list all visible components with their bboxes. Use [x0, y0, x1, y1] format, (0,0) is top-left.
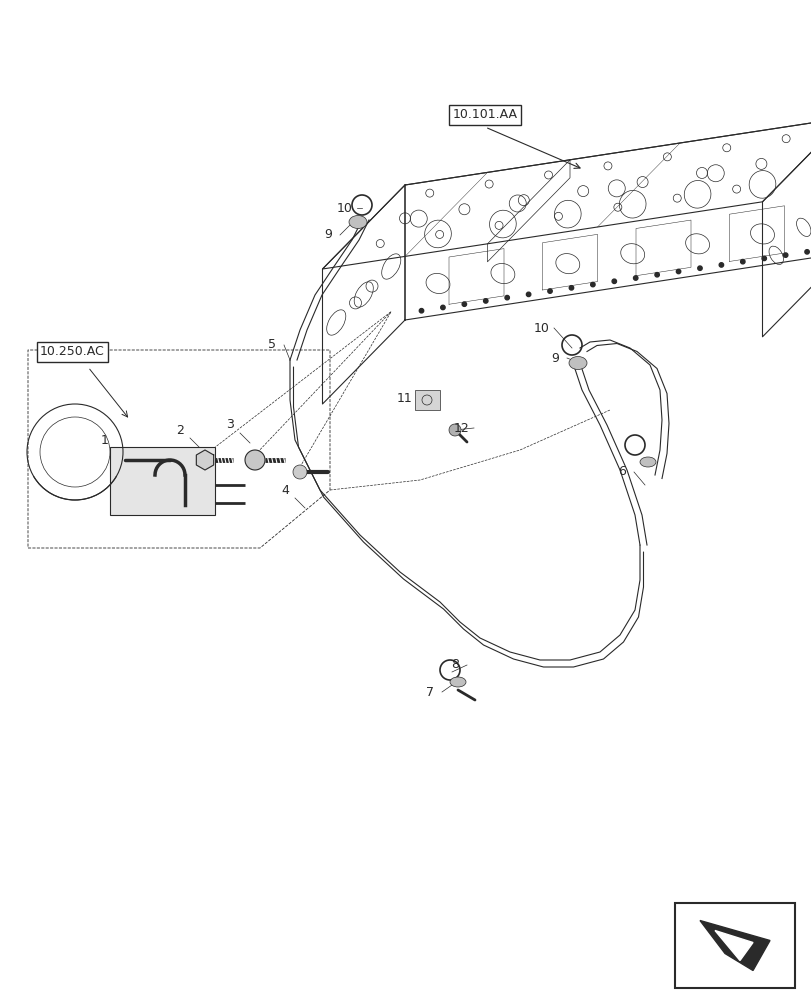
Bar: [109, 447, 215, 515]
Text: 4: 4: [281, 484, 289, 496]
Circle shape: [448, 424, 461, 436]
Circle shape: [654, 273, 659, 277]
Circle shape: [547, 289, 551, 293]
Circle shape: [676, 269, 680, 274]
Polygon shape: [699, 920, 769, 970]
Text: 8: 8: [450, 658, 458, 672]
Circle shape: [483, 299, 487, 303]
Text: 12: 12: [453, 422, 470, 434]
Polygon shape: [196, 450, 213, 470]
Text: 10.101.AA: 10.101.AA: [452, 108, 517, 121]
Ellipse shape: [569, 357, 586, 369]
Circle shape: [440, 305, 444, 310]
Circle shape: [804, 250, 809, 254]
Text: 3: 3: [225, 418, 234, 432]
Circle shape: [461, 302, 466, 306]
Circle shape: [504, 295, 508, 300]
Text: 1: 1: [101, 434, 109, 446]
Bar: [414, 390, 440, 410]
Circle shape: [761, 256, 766, 261]
Circle shape: [740, 259, 744, 264]
Text: 10: 10: [337, 202, 353, 215]
Polygon shape: [714, 930, 752, 960]
Text: 11: 11: [397, 391, 412, 404]
Bar: [674, 903, 794, 988]
Text: 10.250.AC: 10.250.AC: [40, 345, 105, 358]
Circle shape: [783, 253, 787, 257]
Circle shape: [611, 279, 616, 283]
Text: 6: 6: [617, 465, 625, 478]
Circle shape: [418, 309, 423, 313]
Circle shape: [590, 282, 594, 287]
Text: 2: 2: [176, 424, 184, 436]
Circle shape: [245, 450, 264, 470]
Text: 10: 10: [534, 322, 549, 334]
Circle shape: [526, 292, 530, 297]
Ellipse shape: [449, 677, 466, 687]
Text: 7: 7: [426, 686, 433, 698]
Text: 9: 9: [551, 352, 558, 364]
Circle shape: [697, 266, 702, 270]
Circle shape: [293, 465, 307, 479]
Text: 5: 5: [268, 338, 276, 352]
Circle shape: [569, 286, 573, 290]
Ellipse shape: [639, 457, 655, 467]
Circle shape: [719, 263, 723, 267]
Text: 9: 9: [324, 229, 332, 241]
Circle shape: [633, 276, 637, 280]
Ellipse shape: [349, 216, 367, 229]
